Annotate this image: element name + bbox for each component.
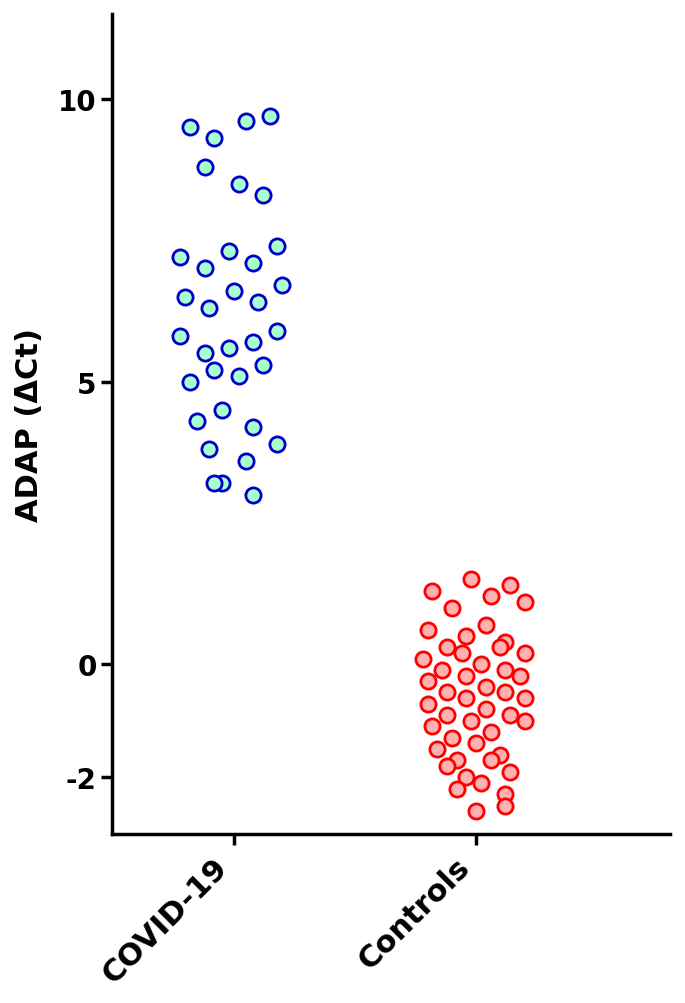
Point bbox=[247, 419, 258, 435]
Point bbox=[447, 730, 458, 746]
Point bbox=[216, 402, 227, 418]
Point bbox=[223, 340, 234, 356]
Point bbox=[442, 685, 453, 701]
Point bbox=[499, 685, 510, 701]
Point bbox=[451, 780, 462, 796]
Point bbox=[247, 487, 258, 504]
Point bbox=[447, 600, 458, 616]
Point bbox=[253, 295, 264, 311]
Point bbox=[442, 640, 453, 656]
Point bbox=[223, 244, 234, 260]
Point bbox=[505, 764, 516, 780]
Point bbox=[480, 679, 491, 695]
Point bbox=[192, 413, 203, 429]
Point bbox=[204, 301, 215, 317]
Point bbox=[209, 363, 220, 379]
Point bbox=[209, 475, 220, 491]
Point bbox=[505, 707, 516, 723]
Point bbox=[519, 690, 530, 706]
Point bbox=[436, 662, 447, 678]
Point bbox=[258, 188, 269, 204]
Point bbox=[471, 735, 482, 751]
Point bbox=[514, 668, 525, 684]
Point bbox=[272, 436, 283, 452]
Point bbox=[209, 131, 220, 147]
Point bbox=[485, 724, 496, 740]
Point bbox=[432, 741, 443, 757]
Point bbox=[422, 673, 433, 689]
Point bbox=[184, 374, 195, 390]
Point bbox=[485, 752, 496, 768]
Point bbox=[471, 803, 482, 819]
Point bbox=[461, 628, 472, 644]
Point bbox=[451, 752, 462, 768]
Point bbox=[485, 589, 496, 605]
Point bbox=[461, 769, 472, 785]
Point bbox=[519, 713, 530, 729]
Point bbox=[258, 357, 269, 373]
Point bbox=[519, 595, 530, 611]
Point bbox=[442, 758, 453, 774]
Point bbox=[461, 690, 472, 706]
Point bbox=[499, 634, 510, 650]
Point bbox=[179, 290, 190, 306]
Point bbox=[233, 368, 244, 384]
Point bbox=[475, 775, 486, 791]
Point bbox=[466, 572, 477, 588]
Point bbox=[475, 657, 486, 673]
Point bbox=[175, 250, 186, 266]
Point bbox=[417, 651, 428, 667]
Point bbox=[272, 323, 283, 339]
Point bbox=[466, 713, 477, 729]
Point bbox=[422, 696, 433, 712]
Point bbox=[499, 797, 510, 813]
Point bbox=[505, 578, 516, 594]
Point bbox=[427, 583, 438, 599]
Point bbox=[495, 640, 506, 656]
Point bbox=[247, 256, 258, 272]
Y-axis label: ADAP (ΔCt): ADAP (ΔCt) bbox=[15, 328, 44, 522]
Point bbox=[456, 645, 467, 661]
Point bbox=[228, 284, 239, 300]
Point bbox=[422, 623, 433, 639]
Point bbox=[461, 668, 472, 684]
Point bbox=[519, 645, 530, 661]
Point bbox=[175, 329, 186, 345]
Point bbox=[199, 159, 210, 176]
Point bbox=[199, 346, 210, 362]
Point bbox=[442, 707, 453, 723]
Point bbox=[216, 475, 227, 491]
Point bbox=[264, 108, 275, 124]
Point bbox=[495, 747, 506, 763]
Point bbox=[247, 335, 258, 351]
Point bbox=[204, 442, 215, 458]
Point bbox=[240, 114, 251, 130]
Point bbox=[480, 617, 491, 633]
Point bbox=[480, 702, 491, 718]
Point bbox=[427, 719, 438, 735]
Point bbox=[199, 261, 210, 277]
Point bbox=[233, 177, 244, 193]
Point bbox=[499, 786, 510, 802]
Point bbox=[272, 239, 283, 255]
Point bbox=[184, 120, 195, 136]
Point bbox=[499, 662, 510, 678]
Point bbox=[277, 278, 288, 294]
Point bbox=[240, 453, 251, 469]
